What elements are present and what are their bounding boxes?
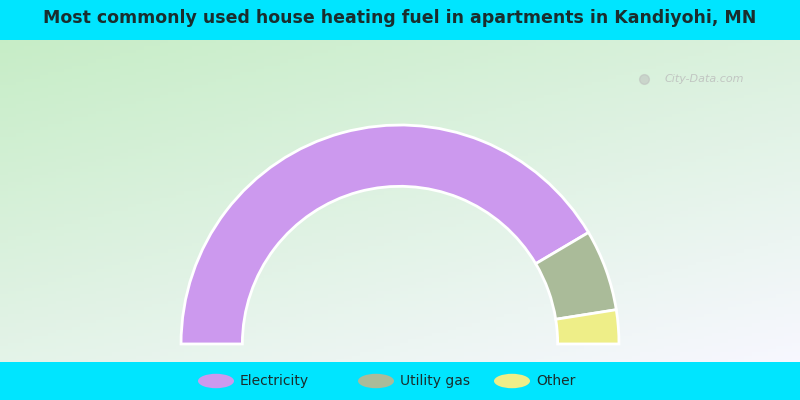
Text: Utility gas: Utility gas [400, 374, 470, 388]
Ellipse shape [198, 374, 234, 388]
Text: Other: Other [536, 374, 575, 388]
Text: Most commonly used house heating fuel in apartments in Kandiyohi, MN: Most commonly used house heating fuel in… [43, 9, 757, 27]
Wedge shape [181, 125, 589, 344]
Wedge shape [556, 310, 619, 344]
Text: City-Data.com: City-Data.com [664, 74, 744, 84]
Ellipse shape [494, 374, 530, 388]
Text: Electricity: Electricity [240, 374, 309, 388]
Wedge shape [536, 232, 616, 319]
Ellipse shape [358, 374, 394, 388]
